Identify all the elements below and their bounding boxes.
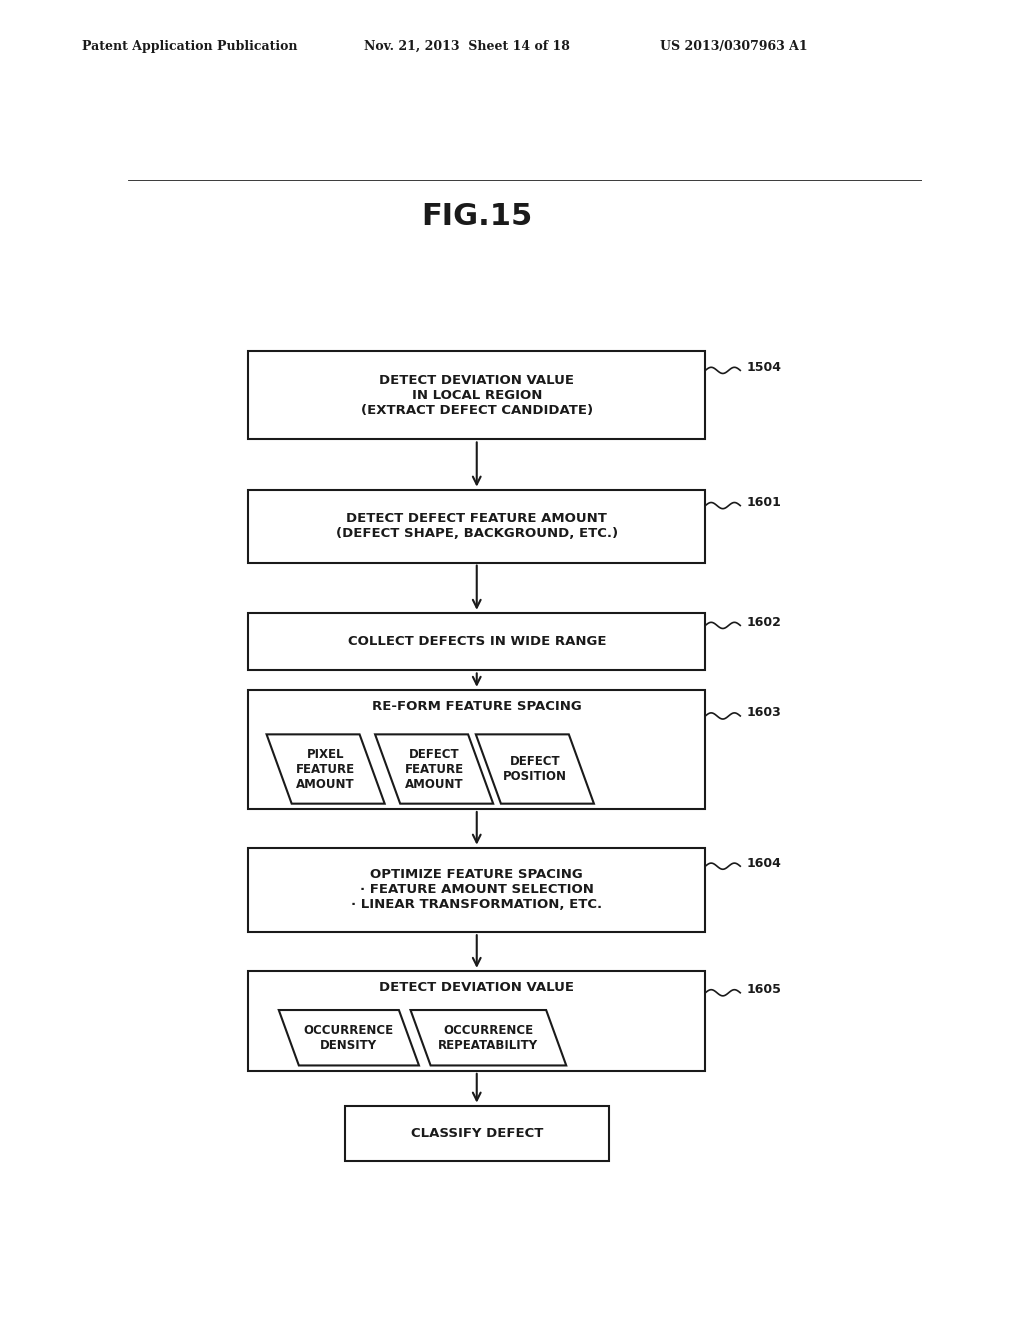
Bar xyxy=(248,351,706,440)
Text: FIG.15: FIG.15 xyxy=(422,202,532,231)
Text: 1601: 1601 xyxy=(746,496,781,510)
Polygon shape xyxy=(279,1010,419,1065)
Text: 1504: 1504 xyxy=(746,360,781,374)
Text: 1603: 1603 xyxy=(746,706,781,719)
Text: DETECT DEFECT FEATURE AMOUNT
(DEFECT SHAPE, BACKGROUND, ETC.): DETECT DEFECT FEATURE AMOUNT (DEFECT SHA… xyxy=(336,512,617,540)
Bar xyxy=(345,1106,608,1162)
Text: OCCURRENCE
REPEATABILITY: OCCURRENCE REPEATABILITY xyxy=(438,1024,539,1052)
Text: Nov. 21, 2013  Sheet 14 of 18: Nov. 21, 2013 Sheet 14 of 18 xyxy=(364,40,569,53)
Text: CLASSIFY DEFECT: CLASSIFY DEFECT xyxy=(411,1127,543,1139)
Polygon shape xyxy=(476,734,594,804)
Text: OPTIMIZE FEATURE SPACING
· FEATURE AMOUNT SELECTION
· LINEAR TRANSFORMATION, ETC: OPTIMIZE FEATURE SPACING · FEATURE AMOUN… xyxy=(351,869,602,911)
Bar xyxy=(248,847,706,932)
Bar xyxy=(248,612,706,671)
Text: COLLECT DEFECTS IN WIDE RANGE: COLLECT DEFECTS IN WIDE RANGE xyxy=(347,635,606,648)
Text: DETECT DEVIATION VALUE
IN LOCAL REGION
(EXTRACT DEFECT CANDIDATE): DETECT DEVIATION VALUE IN LOCAL REGION (… xyxy=(360,374,593,417)
Text: OCCURRENCE
DENSITY: OCCURRENCE DENSITY xyxy=(304,1024,394,1052)
Text: DEFECT
POSITION: DEFECT POSITION xyxy=(503,755,567,783)
Text: RE-FORM FEATURE SPACING: RE-FORM FEATURE SPACING xyxy=(372,700,582,713)
Text: 1605: 1605 xyxy=(746,983,781,997)
Bar xyxy=(248,490,706,562)
Text: Patent Application Publication: Patent Application Publication xyxy=(82,40,297,53)
Bar xyxy=(248,689,706,809)
Text: US 2013/0307963 A1: US 2013/0307963 A1 xyxy=(660,40,808,53)
Text: DEFECT
FEATURE
AMOUNT: DEFECT FEATURE AMOUNT xyxy=(404,747,464,791)
Bar xyxy=(248,970,706,1071)
Text: PIXEL
FEATURE
AMOUNT: PIXEL FEATURE AMOUNT xyxy=(296,747,355,791)
Polygon shape xyxy=(375,734,494,804)
Text: DETECT DEVIATION VALUE: DETECT DEVIATION VALUE xyxy=(379,981,574,994)
Polygon shape xyxy=(411,1010,566,1065)
Polygon shape xyxy=(266,734,385,804)
Text: 1602: 1602 xyxy=(746,616,781,628)
Text: 1604: 1604 xyxy=(746,857,781,870)
